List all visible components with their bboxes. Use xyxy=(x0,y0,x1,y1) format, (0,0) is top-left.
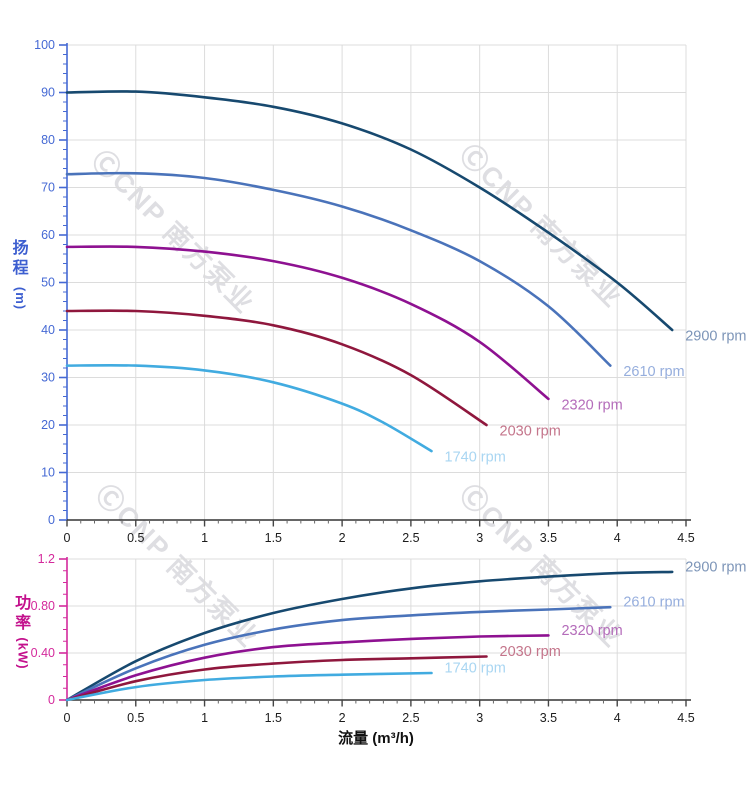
y-tick-label: 20 xyxy=(41,418,55,432)
x-tick-label: 2 xyxy=(339,531,346,545)
curve-1740-rpm xyxy=(65,363,433,453)
axes: 0 0.40 0.80 1.2 0 0.5 1 1.5 2 2.5 3 3.5 4 4.5 xyxy=(31,552,695,725)
x-tick-label: 4.5 xyxy=(677,531,694,545)
rpm-label-2900-rpm: 2900 rpm xyxy=(685,559,746,575)
rpm-label-2610-rpm: 2610 rpm xyxy=(623,364,684,380)
x-tick-label: 1.5 xyxy=(265,531,282,545)
power-axis-title: 功率 (kW) xyxy=(7,594,39,670)
x-tick-label: 4.5 xyxy=(677,711,694,725)
x-tick-label: 1 xyxy=(201,711,208,725)
x-tick-label: 3 xyxy=(476,531,483,545)
curve-2320-rpm xyxy=(65,634,550,702)
power-axis-title-text: 功率 xyxy=(15,595,32,632)
y-tick-label: 40 xyxy=(41,323,55,337)
x-tick-label: 0 xyxy=(64,531,71,545)
x-tick-label: 2.5 xyxy=(402,531,419,545)
rpm-label-2030-rpm: 2030 rpm xyxy=(500,644,561,660)
rpm-label-2320-rpm: 2320 rpm xyxy=(561,623,622,639)
rpm-label-2030-rpm: 2030 rpm xyxy=(500,424,561,440)
gridlines xyxy=(67,44,687,520)
x-tick-label: 4 xyxy=(614,711,621,725)
x-tick-label: 2 xyxy=(339,711,346,725)
curve-2900-rpm xyxy=(65,90,674,332)
x-tick-label: 2.5 xyxy=(402,711,419,725)
curve-2320-rpm xyxy=(65,245,550,401)
head-axis-title: 扬程 (m) xyxy=(9,239,32,310)
x-tick-label: 0.5 xyxy=(127,531,144,545)
curve-2610-rpm xyxy=(65,171,612,367)
rpm-label-1740-rpm: 1740 rpm xyxy=(445,450,506,466)
y-tick-label: 1.2 xyxy=(38,552,55,566)
curve-1740-rpm xyxy=(65,671,433,702)
y-tick-label: 0.40 xyxy=(31,646,55,660)
curve-2030-rpm xyxy=(65,655,488,702)
y-tick-label: 80 xyxy=(41,133,55,147)
curve-2900-rpm xyxy=(65,570,674,702)
y-tick-label: 0.80 xyxy=(31,599,55,613)
power-axis-unit: (kW) xyxy=(15,637,31,670)
head-axis-title-text: 扬程 xyxy=(12,240,29,277)
y-tick-label: 100 xyxy=(34,38,55,52)
curve-2030-rpm xyxy=(65,309,488,427)
x-tick-label: 4 xyxy=(614,531,621,545)
y-tick-label: 10 xyxy=(41,466,55,480)
chart-head-vs-flow: 0 10 20 30 40 50 60 70 80 90 100 0 0.5 1 1.5 2 2.5 3 3.5 4 4… xyxy=(34,38,746,545)
axes: 0 10 20 30 40 50 60 70 80 90 100 0 0.5 1 1.5 2 2.5 3 3.5 4 4… xyxy=(34,38,695,545)
y-tick-label: 90 xyxy=(41,86,55,100)
x-tick-label: 3 xyxy=(476,711,483,725)
curve-2610-rpm xyxy=(65,605,612,702)
x-tick-label: 0 xyxy=(64,711,71,725)
x-tick-label: 1.5 xyxy=(265,711,282,725)
head-axis-unit: (m) xyxy=(13,286,29,311)
rpm-label-2320-rpm: 2320 rpm xyxy=(561,397,622,413)
y-tick-label: 70 xyxy=(41,181,55,195)
y-tick-label: 0 xyxy=(48,693,55,707)
x-tick-label: 1 xyxy=(201,531,208,545)
rpm-label-2610-rpm: 2610 rpm xyxy=(623,595,684,611)
y-tick-label: 60 xyxy=(41,228,55,242)
chart-power-vs-flow: 0 0.40 0.80 1.2 0 0.5 1 1.5 2 2.5 3 3.5 4 4.5 2900 rpm… xyxy=(31,552,747,725)
x-tick-label: 3.5 xyxy=(540,711,557,725)
x-tick-label: 3.5 xyxy=(540,531,557,545)
x-tick-label: 0.5 xyxy=(127,711,144,725)
rpm-label-2900-rpm: 2900 rpm xyxy=(685,329,746,345)
y-tick-label: 30 xyxy=(41,371,55,385)
y-tick-label: 0 xyxy=(48,513,55,527)
flow-axis-title: 流量 (m³/h) xyxy=(338,730,414,747)
y-tick-label: 50 xyxy=(41,276,55,290)
rpm-label-1740-rpm: 1740 rpm xyxy=(445,660,506,676)
